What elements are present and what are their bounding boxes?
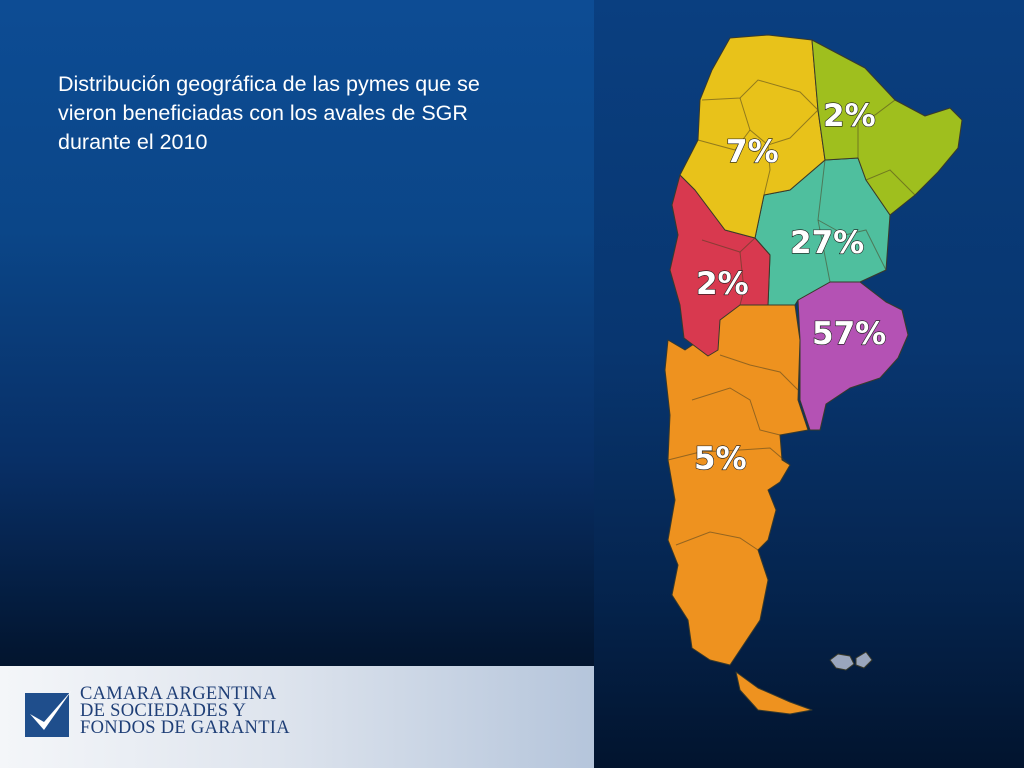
percent-label-centro: 27%	[790, 225, 864, 261]
malvinas-islands	[829, 651, 873, 671]
footer-bar	[0, 666, 594, 768]
border-line	[739, 251, 745, 306]
border-line	[739, 97, 819, 146]
border-line	[857, 99, 896, 158]
region-patagonia	[664, 304, 809, 666]
background-left	[0, 0, 594, 768]
border-line	[667, 447, 791, 466]
border-line	[719, 354, 799, 391]
border-line	[817, 219, 887, 271]
border-line	[763, 144, 771, 196]
logo-text: CAMARA ARGENTINA DE SOCIEDADES Y FONDOS …	[80, 684, 290, 738]
logo-line-2: DE SOCIEDADES Y	[80, 701, 247, 721]
border-line	[701, 79, 819, 111]
checkmark-logo-icon	[25, 690, 72, 737]
percent-label-patagonia: 5%	[694, 441, 747, 477]
logo-line-3: FONDOS DE GARANTIA	[80, 718, 290, 738]
percent-label-nea: 2%	[823, 98, 876, 134]
region-nea	[811, 39, 963, 216]
argentina-map: 2% 7% 27% 2% 57% 5%	[664, 34, 963, 715]
border-line	[697, 129, 751, 151]
percent-label-buenos-aires: 57%	[812, 316, 886, 352]
border-line	[865, 169, 916, 196]
percent-label-noa: 7%	[726, 134, 779, 170]
region-tierra-del-fuego	[735, 671, 813, 715]
border-line	[691, 387, 781, 436]
logo-line-1: CAMARA ARGENTINA	[80, 684, 277, 704]
percent-label-cuyo: 2%	[696, 266, 749, 302]
border-line	[675, 531, 759, 551]
region-buenos-aires	[797, 281, 909, 431]
slide-title: Distribución geográfica de las pymes que…	[58, 72, 480, 154]
